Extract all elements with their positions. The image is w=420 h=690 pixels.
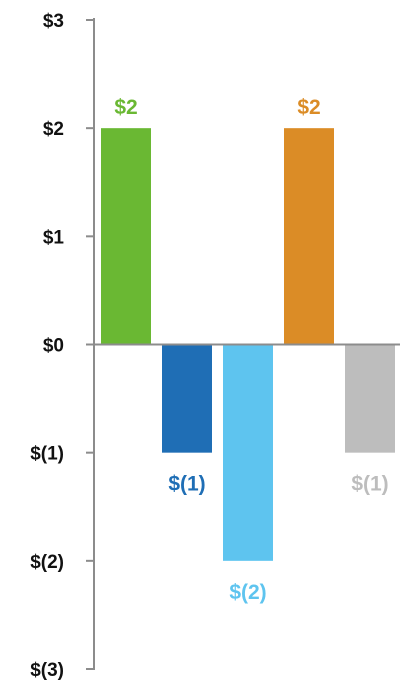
bar-data-label: $2 [297,96,320,119]
bar [345,344,395,453]
bar-data-label: $(1) [168,473,205,496]
bar [284,128,334,345]
y-tick-label: $(2) [30,552,64,573]
y-axis-tick-labels: $3 $2 $1 $0 $(1) $(2) $(3) [30,11,64,681]
bar [223,344,273,561]
y-axis-tick-marks [86,19,94,670]
y-tick-label: $(3) [30,660,64,681]
y-tick-label: $3 [43,11,64,32]
y-tick-label: $2 [43,119,64,140]
bar [162,344,212,453]
y-tick-label: $0 [43,336,64,357]
bar-data-label: $(2) [229,581,266,604]
y-tick-label: $(1) [30,444,64,465]
bar-data-label: $(1) [351,473,388,496]
bar-data-labels: $2 $(1) $(2) $2 $(1) [114,96,388,604]
bar-data-label: $2 [114,96,137,119]
bars [101,128,395,561]
bar [101,128,151,345]
y-tick-label: $1 [43,227,65,248]
